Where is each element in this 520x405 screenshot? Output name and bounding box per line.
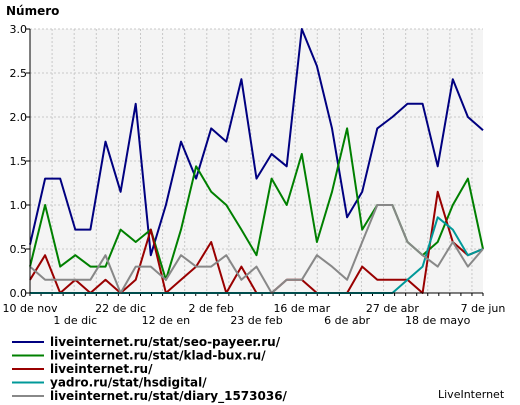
- grid-lines: [29, 28, 483, 294]
- y-tick-label: 2.5: [10, 67, 28, 80]
- y-tick-label: 1.5: [10, 155, 28, 168]
- x-tick-label: 2 de feb: [189, 302, 234, 315]
- x-tick-label: 7 de jun: [461, 302, 506, 315]
- y-tick-label: 1.0: [10, 199, 28, 212]
- y-axis-ticks: 0.0 0.5 1.0 1.5 2.0 2.5 3.0: [10, 23, 30, 300]
- x-tick-label: 10 de nov: [3, 302, 58, 315]
- legend: liveinternet.ru/stat/seo-payeer.ru/livei…: [12, 335, 288, 404]
- legend-label-4: yadro.ru/stat/hsdigital/: [50, 376, 207, 390]
- legend-label-1: liveinternet.ru/stat/seo-payeer.ru/: [50, 335, 281, 349]
- y-tick-label: 0.0: [10, 287, 28, 300]
- axes: [29, 29, 483, 294]
- x-tick-label: 22 de dic: [95, 302, 146, 315]
- legend-label-3: liveinternet.ru/: [50, 362, 153, 376]
- x-tick-label: 16 de mar: [273, 302, 330, 315]
- legend-label-2: liveinternet.ru/stat/klad-bux.ru/: [50, 349, 266, 363]
- x-tick-label: 1 de dic: [53, 314, 97, 327]
- series-line-1: [29, 28, 484, 257]
- brand-label: LiveInternet: [438, 388, 505, 401]
- y-tick-label: 2.0: [10, 111, 28, 124]
- x-tick-label: 6 de abr: [324, 314, 370, 327]
- x-tick-label: 23 de feb: [230, 314, 282, 327]
- x-tick-label: 12 de en: [142, 314, 191, 327]
- x-tick-label: 18 de mayo: [405, 314, 471, 327]
- y-tick-label: 0.5: [10, 243, 28, 256]
- series-line-5: [29, 204, 484, 294]
- x-tick-label: 27 de abr: [366, 302, 419, 315]
- series-lines: [29, 28, 484, 294]
- legend-label-5: liveinternet.ru/stat/diary_1573036/: [50, 389, 288, 404]
- y-tick-label: 3.0: [10, 23, 28, 36]
- y-axis-title: Número: [6, 4, 59, 18]
